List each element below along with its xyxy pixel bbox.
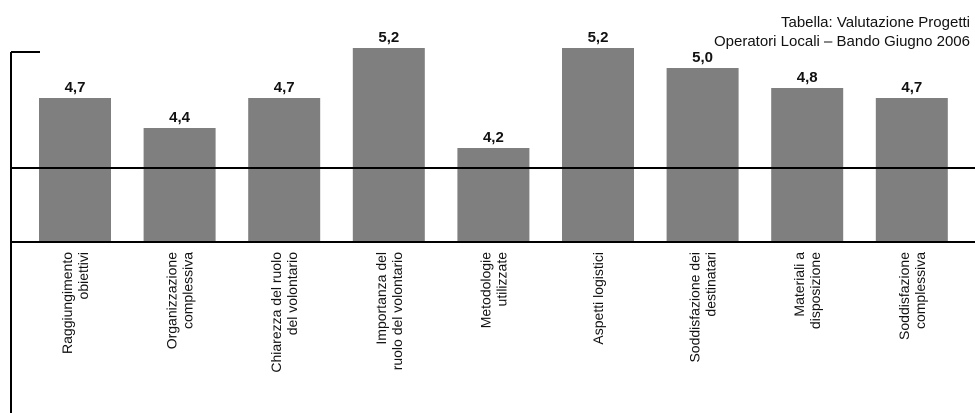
category-label-line: Soddisfazione dei — [687, 252, 703, 363]
category-label-line: Organizzazione — [164, 252, 180, 349]
category-label-line: Chiarezza del ruolo — [268, 252, 284, 373]
bar — [143, 128, 216, 242]
category-label: Materiali a disposizione — [791, 252, 823, 329]
bar-value-label: 5,2 — [588, 29, 609, 46]
category-label-line: ruolo del volontario — [389, 252, 405, 371]
bar-value-label: 4,7 — [65, 79, 86, 96]
category-label: Chiarezza del ruolo del volontario — [268, 252, 300, 373]
bar-value-label: 5,2 — [378, 29, 399, 46]
bar-value-label: 4,7 — [274, 79, 295, 96]
bar — [352, 48, 425, 242]
category-label-line: Importanza del — [373, 252, 389, 345]
category-label-line: Soddisfazione — [896, 252, 912, 340]
category-label-line: del volontario — [284, 252, 300, 335]
bars-group — [39, 48, 948, 242]
bar — [457, 148, 530, 242]
chart-title: Tabella: Valutazione Progetti — [781, 14, 970, 31]
category-label: Soddisfazione complessiva — [896, 252, 928, 340]
value-labels-group: 4,7 4,4 4,7 5,2 4,2 5,2 5,0 4,8 4,7 — [65, 29, 923, 146]
category-label: Importanza del ruolo del volontario — [373, 252, 405, 371]
category-label: Raggiungimento obiettivi — [59, 252, 91, 354]
category-labels-group: Raggiungimento obiettivi Organizzazione com… — [59, 252, 928, 373]
bar-value-label: 4,4 — [169, 109, 191, 126]
category-label: Metodologie utilizzate — [477, 252, 509, 328]
category-label-line: complessiva — [180, 252, 196, 329]
bar-value-label: 4,8 — [797, 69, 818, 86]
bar — [771, 88, 844, 242]
bar — [875, 98, 948, 242]
category-label-line: complessiva — [912, 252, 928, 329]
category-label: Organizzazione complessiva — [164, 252, 196, 349]
category-label-line: Raggiungimento — [59, 252, 75, 354]
y-axis — [10, 51, 40, 413]
bar — [562, 48, 634, 242]
category-label: Soddisfazione dei destinatari — [687, 252, 719, 363]
category-label-line: utilizzate — [493, 252, 509, 307]
chart-subtitle: Operatori Locali – Bando Giugno 2006 — [714, 33, 970, 50]
bar-value-label: 4,7 — [901, 79, 922, 96]
bar — [666, 68, 739, 242]
bar-value-label: 5,0 — [692, 49, 713, 66]
category-label-line: obiettivi — [75, 252, 91, 299]
category-label-line: destinatari — [703, 252, 719, 317]
category-label-line: Aspetti logistici — [590, 252, 606, 345]
category-label-line: Metodologie — [477, 252, 493, 328]
category-label-line: disposizione — [807, 252, 823, 329]
bar — [39, 98, 111, 242]
category-label-line: Materiali a — [791, 252, 807, 317]
bar-value-label: 4,2 — [483, 129, 504, 146]
bar — [248, 98, 321, 242]
category-label: Aspetti logistici — [590, 252, 606, 345]
